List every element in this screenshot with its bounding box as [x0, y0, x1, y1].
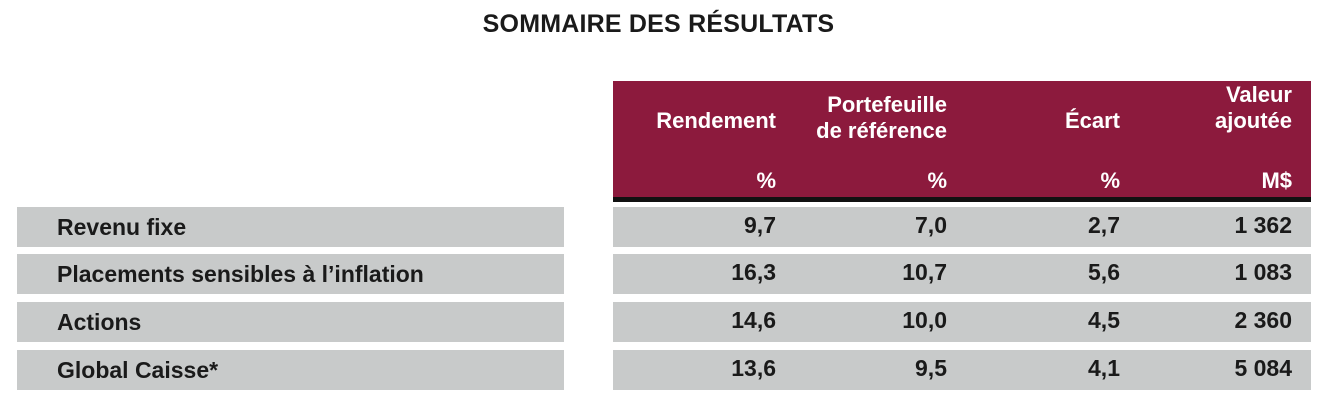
table-row: 16,3 10,7 5,6 1 083: [613, 254, 1311, 294]
column-unit: M$: [1261, 168, 1292, 193]
value-valeur-ajoutee: 5 084: [1234, 355, 1292, 381]
table-row: 9,7 7,0 2,7 1 362: [613, 207, 1311, 247]
column-header-line1: Valeur: [1225, 82, 1292, 107]
row-label-placements: Placements sensibles à l’inflation: [17, 254, 564, 294]
value-rendement: 14,6: [731, 307, 776, 333]
column-header-valeur: Valeur ajoutée M$: [1129, 82, 1292, 202]
column-header-ecart: Écart %: [957, 92, 1120, 202]
row-label-revenu-fixe: Revenu fixe: [17, 207, 564, 247]
value-valeur-ajoutee: 2 360: [1234, 307, 1292, 333]
page-title: SOMMAIRE DES RÉSULTATS: [482, 10, 835, 38]
column-header-line2: de référence: [816, 118, 947, 143]
value-valeur-ajoutee: 1 362: [1234, 212, 1292, 238]
value-portefeuille: 7,0: [915, 212, 947, 238]
header-divider: [613, 197, 1311, 202]
column-header-line2: ajoutée: [1214, 108, 1292, 133]
table-header: [613, 81, 1311, 198]
value-portefeuille: 10,0: [902, 307, 947, 333]
column-header-line2: Écart: [1064, 108, 1120, 133]
value-ecart: 2,7: [1088, 212, 1120, 238]
column-unit: %: [927, 168, 947, 193]
value-valeur-ajoutee: 1 083: [1234, 259, 1292, 285]
value-rendement: 16,3: [731, 259, 776, 285]
value-portefeuille: 10,7: [902, 259, 947, 285]
row-label-actions: Actions: [17, 302, 564, 342]
value-ecart: 4,1: [1088, 355, 1120, 381]
value-rendement: 9,7: [744, 212, 776, 238]
row-label-global-caisse: Global Caisse*: [17, 350, 564, 390]
column-unit: %: [756, 168, 776, 193]
table-row: 14,6 10,0 4,5 2 360: [613, 302, 1311, 342]
column-header-line1: Portefeuille: [827, 92, 947, 117]
value-ecart: 5,6: [1088, 259, 1120, 285]
table-row: 13,6 9,5 4,1 5 084: [613, 350, 1311, 390]
column-header-line2: Rendement: [656, 108, 776, 133]
value-portefeuille: 9,5: [915, 355, 947, 381]
value-ecart: 4,5: [1088, 307, 1120, 333]
column-unit: %: [1100, 168, 1120, 193]
column-header-rendement: Rendement %: [613, 92, 776, 202]
column-header-portefeuille: Portefeuille de référence %: [784, 92, 947, 202]
value-rendement: 13,6: [731, 355, 776, 381]
